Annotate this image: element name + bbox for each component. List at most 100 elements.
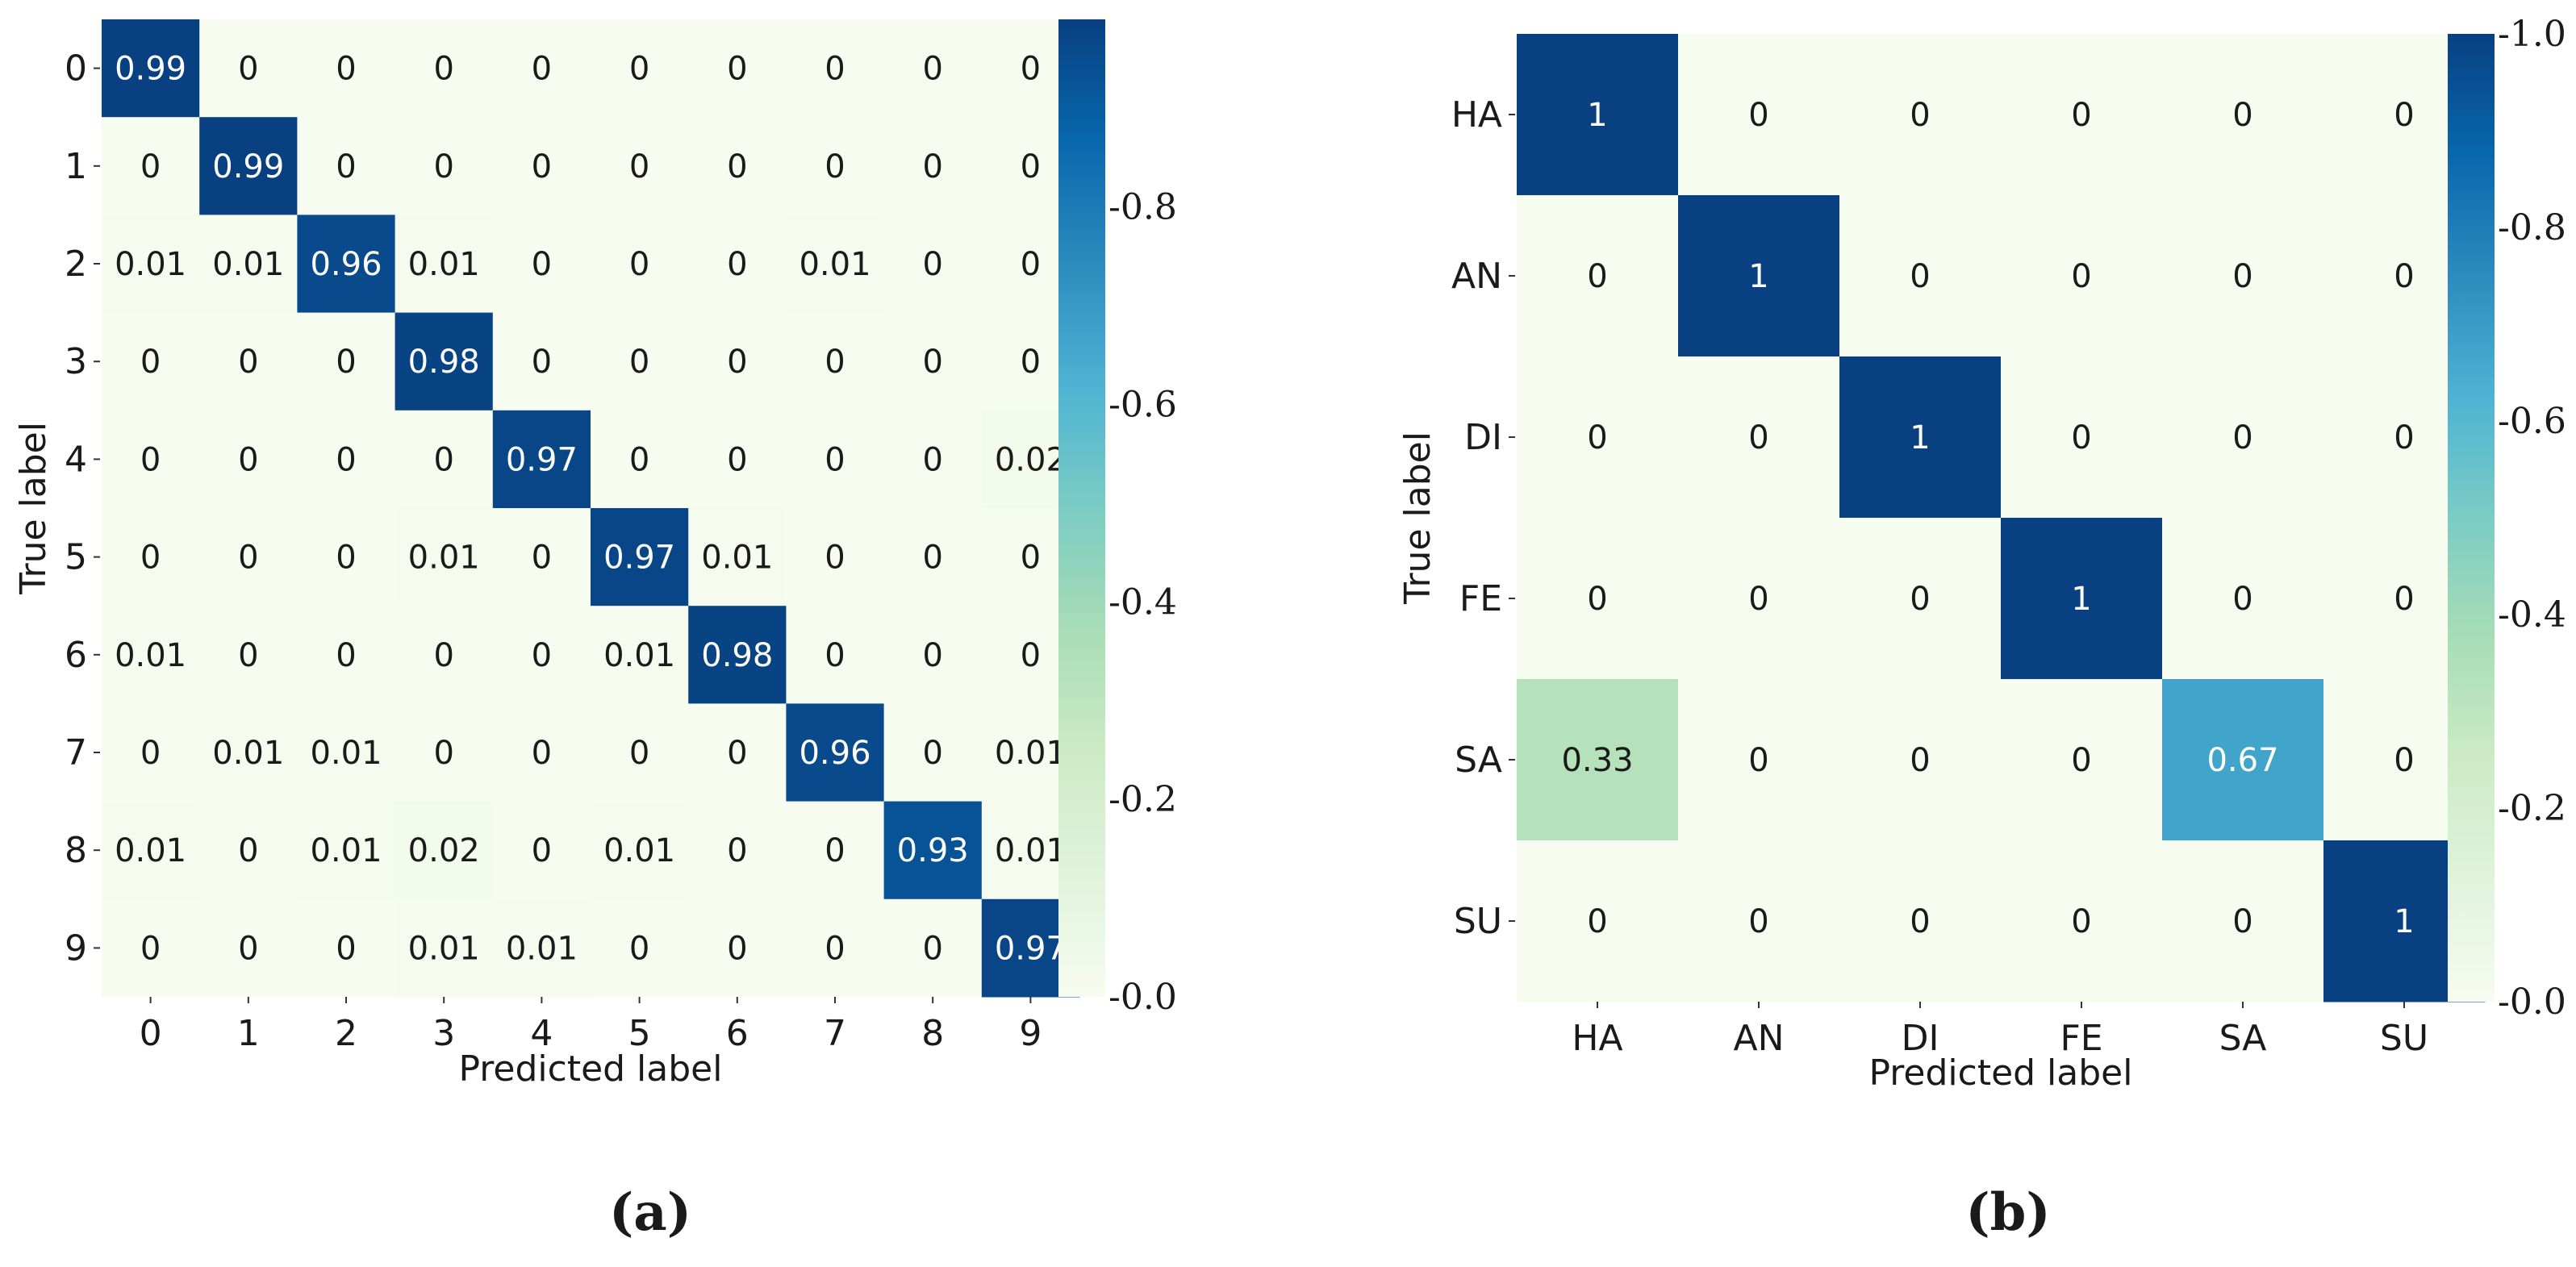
cell-value-label: 0 (2232, 419, 2252, 456)
cell-value-label: 0 (727, 441, 747, 478)
heatmap-cell (199, 215, 298, 314)
heatmap-cell (591, 898, 689, 998)
cell-value-label: 0 (532, 51, 552, 88)
heatmap-cell (297, 703, 396, 802)
heatmap-cell (1517, 518, 1679, 680)
cell-value-label: 0 (238, 930, 258, 967)
cell-value-label: 0 (1587, 258, 1607, 295)
cell-value-label: 0 (2394, 581, 2414, 618)
cell-value-label: 0 (922, 246, 942, 283)
heatmap-cell (2162, 34, 2324, 196)
heatmap-cell (591, 508, 689, 606)
heatmap-cell (297, 898, 396, 998)
heatmap-cell (786, 19, 885, 118)
cell-value-label: 0.01 (603, 832, 675, 869)
heatmap-cell (102, 312, 200, 411)
cell-value-label: 0.97 (603, 540, 675, 577)
y-tick-label: 2 (65, 244, 87, 285)
heatmap-cell (492, 312, 591, 411)
heatmap-cell (2162, 518, 2324, 680)
cell-value-label: 0 (629, 148, 649, 185)
heatmap-cell (492, 801, 591, 900)
cell-value-label: 0.96 (799, 735, 870, 772)
cell-value-label: 0 (532, 637, 552, 674)
cell-value-label: 0 (1021, 148, 1041, 185)
x-tick-label: 1 (237, 1013, 260, 1054)
heatmap-cell (102, 19, 200, 118)
cell-value-label: 0.01 (408, 540, 480, 577)
heatmap-cell (297, 215, 396, 314)
cell-value-label: 0.01 (310, 832, 382, 869)
heatmap-cell (883, 117, 983, 215)
cell-value-label: 0 (336, 637, 356, 674)
cell-value-label: 0 (629, 344, 649, 381)
heatmap-cell (786, 703, 885, 802)
cell-value-label: 0 (2232, 97, 2252, 134)
heatmap-cell (395, 215, 494, 314)
heatmap-cell (786, 606, 885, 704)
cell-value-label: 0 (140, 930, 161, 967)
cell-value-label: 0 (336, 344, 356, 381)
cell-value-label: 0.01 (799, 246, 870, 283)
heatmap-cell (199, 703, 298, 802)
heatmap-cell (2001, 518, 2163, 680)
heatmap-cell (688, 606, 787, 704)
cell-value-label: 0 (140, 735, 161, 772)
heatmap-cell (395, 801, 494, 900)
colorbar-tick-label: -0.0 (1108, 977, 1177, 1018)
cell-value-label: 0 (825, 832, 845, 869)
cell-value-label: 0 (825, 930, 845, 967)
cell-value-label: 1 (2394, 903, 2414, 940)
heatmap-cell (492, 898, 591, 998)
heatmap-cell (688, 508, 787, 606)
cell-value-label: 0 (336, 930, 356, 967)
heatmap-cell (395, 117, 494, 215)
heatmap-cell (1517, 679, 1679, 841)
cell-value-label: 0 (238, 51, 258, 88)
cell-value-label: 0 (922, 735, 942, 772)
cell-value-label: 0 (2071, 742, 2091, 779)
cell-value-label: 0 (2394, 419, 2414, 456)
cell-value-label: 0 (1910, 258, 1930, 295)
heatmap-cell (786, 801, 885, 900)
colorbar-tick-label: -0.8 (2498, 207, 2566, 248)
heatmap-cell (199, 801, 298, 900)
x-tick-label: 6 (726, 1013, 749, 1054)
heatmap-cell (2162, 356, 2324, 519)
heatmap-cell (199, 312, 298, 411)
cell-value-label: 0 (727, 344, 747, 381)
cell-value-label: 0 (2071, 258, 2091, 295)
heatmap-cell (591, 410, 689, 509)
colorbar-tick-label: -0.2 (2498, 788, 2566, 829)
heatmap-cell (688, 801, 787, 900)
heatmap-cell (492, 19, 591, 118)
cell-value-label: 0 (1910, 903, 1930, 940)
cell-value-label: 0 (922, 148, 942, 185)
cell-value-label: 0 (238, 441, 258, 478)
x-tick-label: SU (2380, 1018, 2428, 1059)
heatmap-cell (2001, 195, 2163, 357)
cell-value-label: 1 (1587, 97, 1607, 134)
heatmap-cell (492, 215, 591, 314)
cell-value-label: 0 (629, 51, 649, 88)
cell-value-label: 0 (2232, 258, 2252, 295)
heatmap-cell (395, 898, 494, 998)
cell-value-label: 0 (336, 540, 356, 577)
heatmap-cell (883, 215, 983, 314)
cell-value-label: 0 (1587, 419, 1607, 456)
y-tick-label: 4 (65, 439, 87, 480)
cell-value-label: 0 (532, 832, 552, 869)
y-tick-label: 3 (65, 341, 87, 382)
heatmap-cell (395, 508, 494, 606)
cell-value-label: 0 (2232, 581, 2252, 618)
heatmap-cell (492, 508, 591, 606)
heatmap-cell (1678, 679, 1840, 841)
cell-value-label: 0.02 (408, 832, 480, 869)
heatmap-cell (1839, 518, 2002, 680)
x-tick-label: 3 (432, 1013, 455, 1054)
heatmap-cell (786, 215, 885, 314)
heatmap-cell (1517, 195, 1679, 357)
y-tick-label: SU (1454, 901, 1502, 942)
heatmap-cell (1678, 195, 1840, 357)
cell-value-label: 1 (2071, 581, 2091, 618)
